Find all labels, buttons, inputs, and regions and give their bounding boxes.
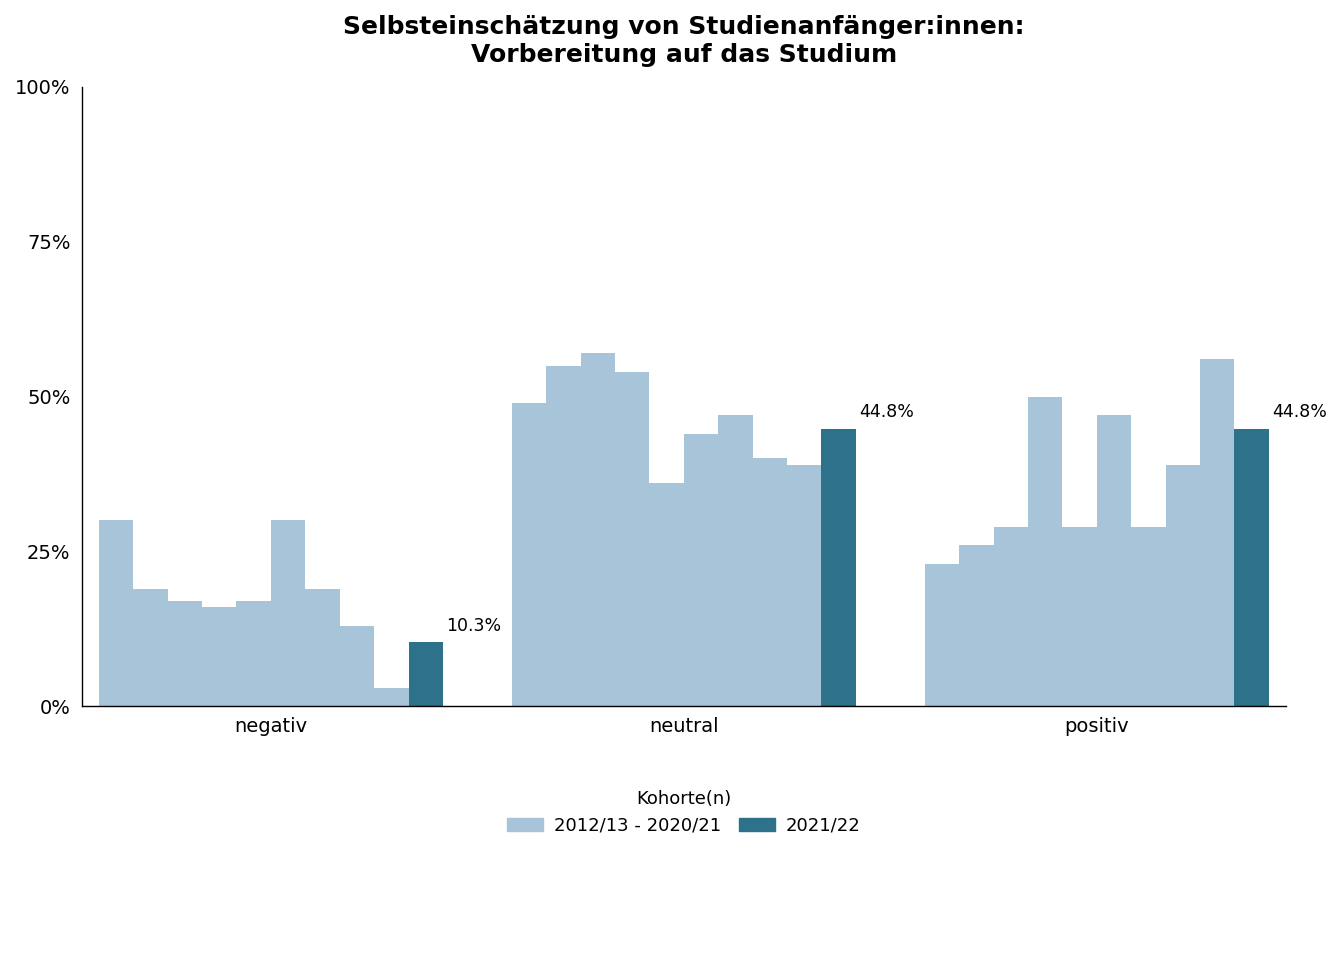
Bar xyxy=(616,372,649,707)
Bar xyxy=(133,588,168,707)
Bar xyxy=(718,415,753,707)
Text: 44.8%: 44.8% xyxy=(859,403,914,421)
Bar xyxy=(1200,359,1234,707)
Bar xyxy=(1028,396,1062,707)
Bar xyxy=(581,353,616,707)
Text: 10.3%: 10.3% xyxy=(446,617,501,635)
Bar xyxy=(512,402,546,707)
Bar xyxy=(993,527,1028,707)
Bar xyxy=(821,429,856,707)
Bar xyxy=(271,520,305,707)
Bar xyxy=(1062,527,1097,707)
Bar xyxy=(374,687,409,707)
Bar xyxy=(753,459,788,707)
Bar xyxy=(960,545,993,707)
Bar xyxy=(237,601,271,707)
Bar xyxy=(202,607,237,707)
Bar xyxy=(788,465,821,707)
Bar xyxy=(684,434,718,707)
Bar xyxy=(1097,415,1132,707)
Text: 44.8%: 44.8% xyxy=(1273,403,1327,421)
Legend: 2012/13 - 2020/21, 2021/22: 2012/13 - 2020/21, 2021/22 xyxy=(507,790,860,834)
Bar xyxy=(168,601,202,707)
Bar xyxy=(546,366,581,707)
Bar xyxy=(409,642,444,707)
Bar xyxy=(1234,429,1269,707)
Bar xyxy=(99,520,133,707)
Bar xyxy=(649,483,684,707)
Bar xyxy=(1132,527,1165,707)
Bar xyxy=(1165,465,1200,707)
Bar xyxy=(305,588,340,707)
Bar xyxy=(925,564,960,707)
Title: Selbsteinschätzung von Studienanfänger:innen:
Vorbereitung auf das Studium: Selbsteinschätzung von Studienanfänger:i… xyxy=(343,15,1024,67)
Bar xyxy=(340,626,374,707)
